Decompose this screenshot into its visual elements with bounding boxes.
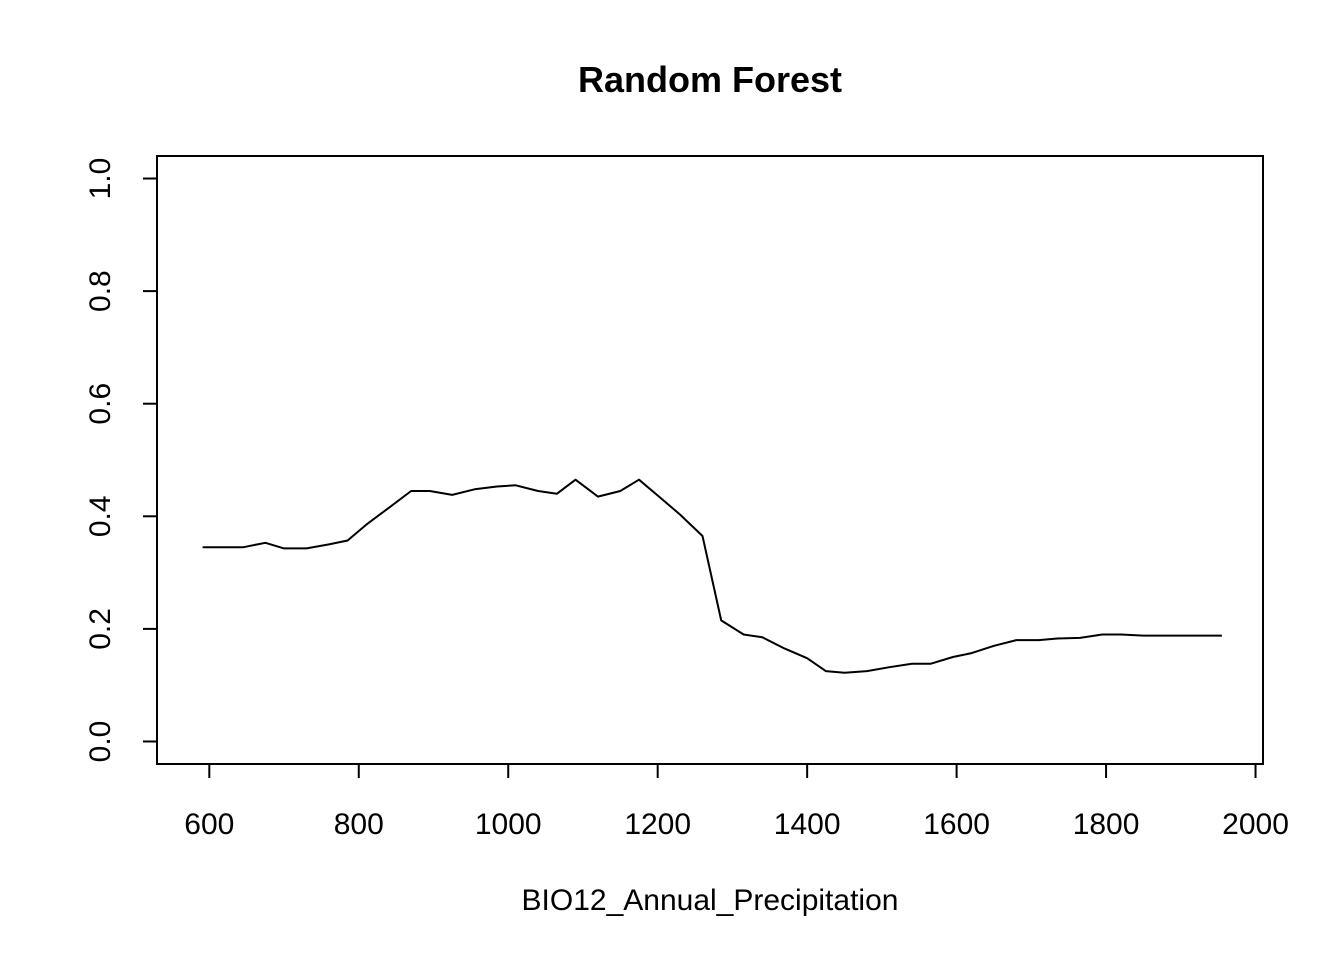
y-axis: 0.0 0.2 0.4 0.6 0.8 1.0 xyxy=(84,158,158,763)
x-axis: 600 800 1000 1200 1400 1600 1800 2000 xyxy=(184,763,1289,841)
x-tick-label: 800 xyxy=(334,808,384,841)
x-tick-label: 1800 xyxy=(1073,808,1140,841)
chart-title: Random Forest xyxy=(578,59,842,100)
x-tick-label: 1600 xyxy=(923,808,990,841)
y-tick-label: 0.6 xyxy=(84,383,117,425)
series-line xyxy=(202,478,1222,674)
x-tick-label: 1000 xyxy=(475,808,542,841)
x-tick-label: 1200 xyxy=(624,808,691,841)
x-tick-label: 2000 xyxy=(1222,808,1289,841)
y-tick-label: 0.0 xyxy=(84,721,117,763)
x-axis-label: BIO12_Annual_Precipitation xyxy=(522,884,899,917)
y-tick-label: 0.8 xyxy=(84,270,117,312)
y-tick-label: 0.4 xyxy=(84,495,117,537)
y-tick-label: 1.0 xyxy=(84,158,117,200)
x-tick-label: 600 xyxy=(184,808,234,841)
x-tick-label: 1400 xyxy=(774,808,841,841)
plot-frame xyxy=(156,155,1264,765)
y-tick-label: 0.2 xyxy=(84,608,117,650)
